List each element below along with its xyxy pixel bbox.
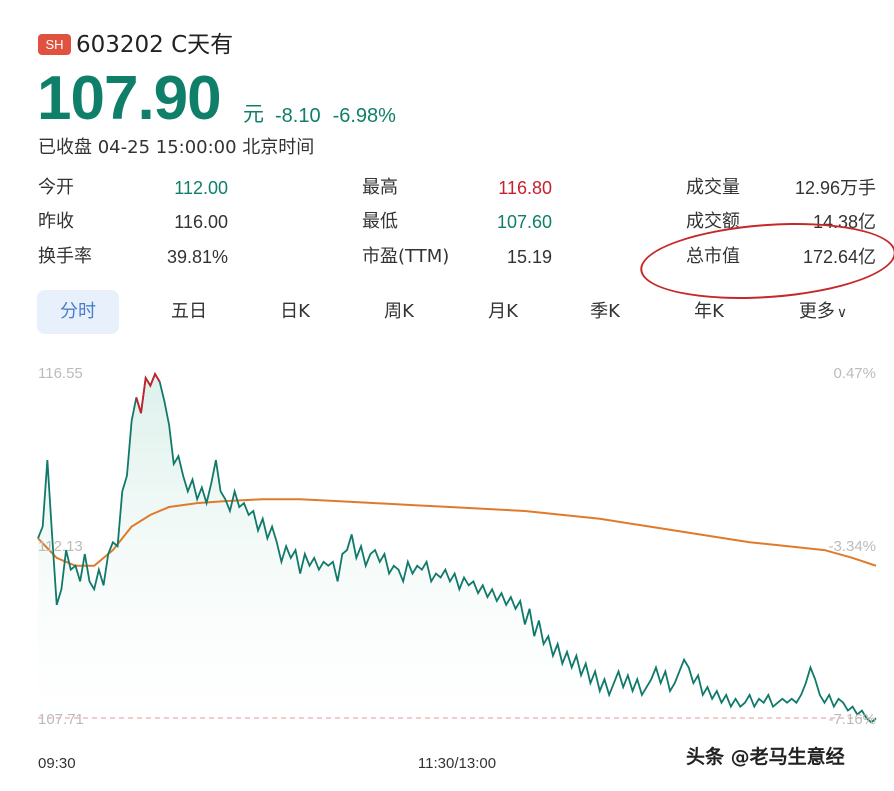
y-right-tick-label: -3.34% <box>828 538 876 555</box>
y-left-tick-label: 112.13 <box>38 538 83 555</box>
price-unit: 元 <box>243 102 264 126</box>
x-tick-label: 09:30 <box>38 755 76 772</box>
y-right-tick-label: -7.16% <box>828 711 876 728</box>
x-tick-label: 11:30/13:00 <box>418 755 496 772</box>
tab-yearly-k[interactable]: 年K <box>694 301 724 322</box>
turnover-rate-value: 39.81% <box>166 247 228 267</box>
turnover-rate-label: 换手率 <box>38 246 92 267</box>
tab-more-label: 更多 <box>798 301 835 322</box>
chevron-down-icon: ∨ <box>836 305 848 321</box>
chart-period-tabs: 分时 五日 日K 周K 月K 季K 年K 更多 ∨ <box>37 290 867 334</box>
pe-label: 市盈(TTM) <box>362 246 450 267</box>
y-right-tick-label: 0.47% <box>833 365 876 382</box>
market-status: 已收盘 04-25 15:00:00 北京时间 <box>38 137 315 158</box>
y-left-tick-label: 116.55 <box>38 365 83 382</box>
price-line <box>37 371 877 724</box>
tab-intraday[interactable]: 分时 <box>37 290 119 334</box>
tab-more[interactable]: 更多 ∨ <box>783 290 863 334</box>
tab-daily-k[interactable]: 日K <box>280 301 310 322</box>
amount-label: 成交额 <box>686 211 740 232</box>
stock-name: 603202 C天有 <box>76 32 234 58</box>
price-area-fill <box>38 373 876 723</box>
intraday-chart-svg: 116.55 112.13 107.71 0.47% -3.34% -7.16% 09:30… <box>37 365 877 772</box>
prev-close-value: 116.00 <box>174 212 228 232</box>
pe-value: 15.19 <box>506 247 552 267</box>
tab-weekly-k[interactable]: 周K <box>384 301 414 322</box>
watermark: 头条 @老马生意经 <box>686 746 845 768</box>
tab-quarterly-k[interactable]: 季K <box>590 301 620 322</box>
low-value: 107.60 <box>496 212 552 232</box>
open-value: 112.00 <box>174 178 228 198</box>
average-price-line <box>37 498 877 567</box>
amount-value: 14.38亿 <box>812 212 876 232</box>
exchange-badge: SH <box>38 34 71 55</box>
open-label: 今开 <box>38 177 74 198</box>
change-percent: -6.98% <box>332 105 396 127</box>
market-cap-value: 172.64亿 <box>802 247 876 267</box>
tab-five-day[interactable]: 五日 <box>171 301 207 322</box>
market-cap-label: 总市值 <box>686 246 740 267</box>
current-price: 107.90 <box>37 64 222 133</box>
y-left-tick-label: 107.71 <box>38 711 84 728</box>
intraday-chart[interactable]: 116.55 112.13 107.71 0.47% -3.34% -7.16% 09:30… <box>0 350 894 787</box>
volume-value: 12.96万手 <box>794 178 876 198</box>
prev-close-label: 昨收 <box>38 211 74 232</box>
price-peak-segment <box>135 371 161 414</box>
low-label: 最低 <box>362 211 398 232</box>
high-label: 最高 <box>362 177 398 198</box>
high-value: 116.80 <box>498 178 552 198</box>
volume-label: 成交量 <box>686 177 740 198</box>
price-change: -8.10 -6.98% <box>275 103 408 129</box>
change-amount: -8.10 <box>275 105 321 127</box>
tab-monthly-k[interactable]: 月K <box>488 301 518 322</box>
